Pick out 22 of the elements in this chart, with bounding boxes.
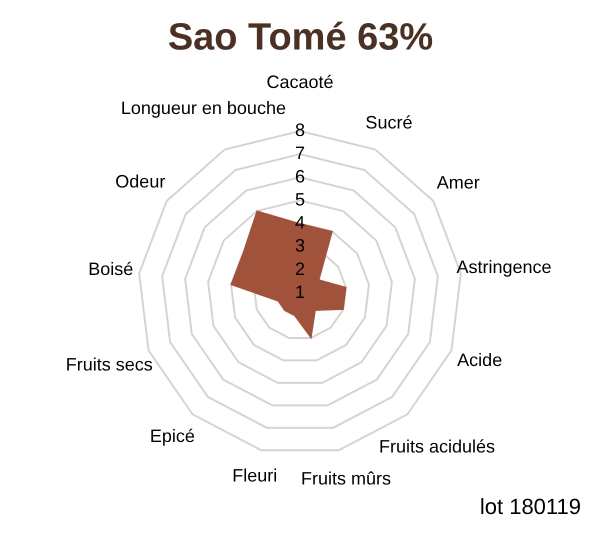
spoke-label: Fruits mûrs (300, 468, 391, 489)
y-tick-label: 5 (294, 189, 306, 210)
spoke-label: Cacaoté (266, 72, 334, 92)
spoke-label: Sucré (365, 112, 412, 132)
spoke-label: Fleuri (232, 465, 278, 486)
spoke-label: Acide (457, 350, 502, 370)
spoke-label: Amer (436, 172, 480, 193)
y-tick-label: 2 (294, 258, 306, 279)
spoke-label: Astringence (456, 257, 552, 278)
spoke-label: Longueur en bouche (120, 98, 286, 118)
spoke-label: Fruits acidulés (378, 436, 496, 457)
spoke-label: Fruits secs (66, 354, 153, 374)
spoke-label: Epicé (150, 426, 195, 446)
y-tick-label: 8 (294, 120, 306, 140)
text: lot 180119 (480, 494, 581, 520)
y-tick-label: 6 (294, 166, 306, 186)
spoke-label: Odeur (115, 172, 166, 192)
y-tick-label: 1 (294, 282, 306, 302)
chart-title: Sao Tomé 63% (168, 16, 434, 58)
y-tick-label: 3 (294, 236, 306, 256)
spoke-label: Boisé (88, 258, 134, 279)
y-tick-label: 7 (294, 143, 306, 164)
